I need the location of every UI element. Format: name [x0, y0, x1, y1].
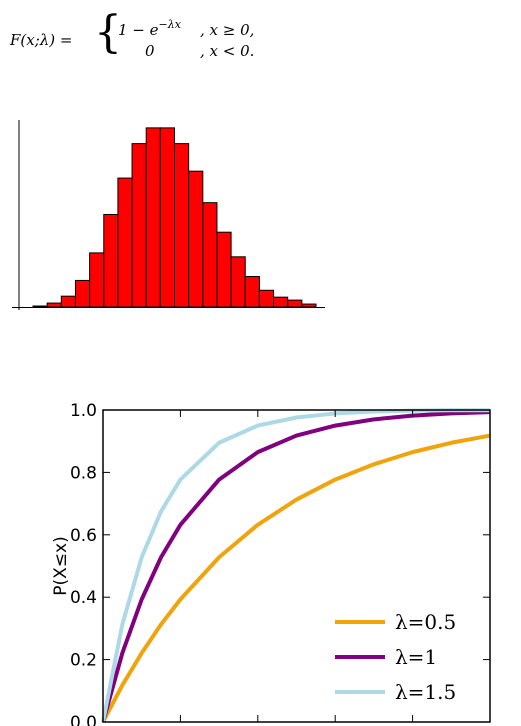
- cdf-line: [101, 433, 491, 723]
- y-tick-label: 1.0: [70, 401, 97, 421]
- formula: F(x;λ) = { 1 − e−λx , x ≥ 0, 0 , x < 0.: [9, 7, 254, 60]
- cdf-line: [101, 410, 491, 723]
- bar: [258, 289, 275, 308]
- y-tick-label: 0.2: [70, 651, 97, 671]
- case-expr: 1 − e−λx: [118, 18, 182, 39]
- bar: [117, 177, 133, 308]
- y-tick-label: 0.4: [70, 588, 97, 608]
- legend-label: λ=1: [395, 645, 437, 669]
- bar: [159, 127, 176, 308]
- case-cond: , x < 0.: [200, 42, 254, 60]
- bar: [145, 127, 161, 308]
- bar: [287, 299, 303, 308]
- brace: {: [94, 7, 122, 58]
- y-tick-label: 0.8: [70, 463, 97, 483]
- bar: [46, 302, 62, 308]
- plot-frame: [102, 409, 491, 723]
- bar: [301, 303, 317, 308]
- bar: [74, 279, 91, 308]
- bar: [103, 213, 119, 308]
- legend-label: λ=1.5: [395, 680, 456, 704]
- formula-lhs: F(x;λ) =: [9, 31, 72, 49]
- legend-label: λ=0.5: [395, 610, 456, 634]
- y-tick-label: 0.0: [70, 713, 97, 726]
- y-axis-label: P(X≤x): [51, 536, 71, 595]
- case-exp: −λx: [159, 18, 182, 31]
- case-cond: , x ≥ 0,: [200, 21, 254, 39]
- case-expr-base: 1 − e: [118, 21, 159, 39]
- bar: [216, 231, 232, 308]
- bar: [89, 252, 105, 308]
- cdf-line: [101, 408, 490, 723]
- bar: [244, 275, 260, 308]
- bar: [202, 202, 218, 308]
- bar: [131, 143, 147, 308]
- bar: [188, 170, 204, 308]
- bar: [174, 143, 190, 308]
- y-tick-label: 0.6: [70, 526, 97, 546]
- bar: [230, 256, 246, 308]
- bar: [273, 296, 289, 308]
- case-expr: 0: [145, 42, 155, 60]
- bar: [60, 295, 76, 308]
- bar: [32, 305, 48, 308]
